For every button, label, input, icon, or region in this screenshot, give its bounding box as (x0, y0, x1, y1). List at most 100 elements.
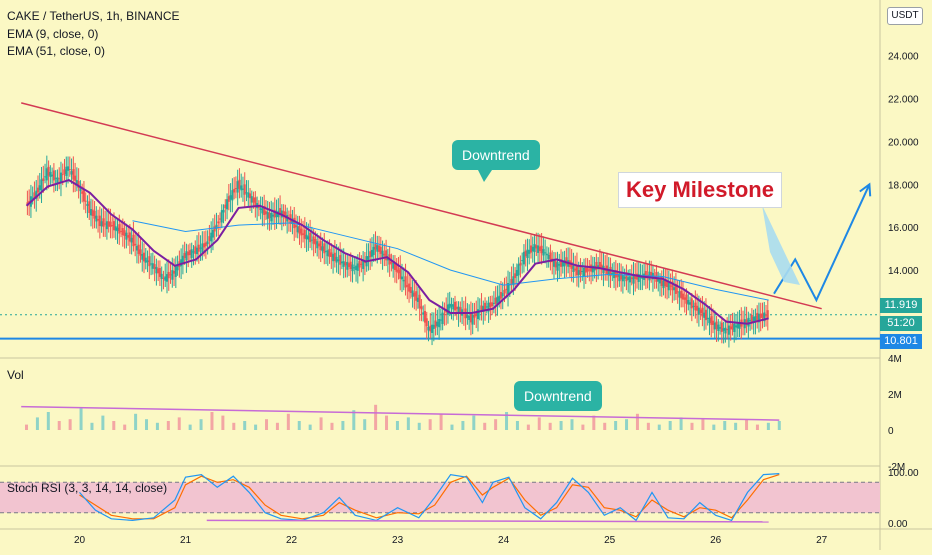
candle-body (273, 209, 276, 218)
candle-body (123, 230, 126, 236)
candle-body (107, 221, 110, 227)
candle-body (673, 287, 676, 291)
volume-bar (57, 421, 61, 430)
candle-body (544, 252, 547, 254)
candle-body (33, 192, 36, 198)
candle-body (393, 262, 396, 270)
volume-bar (254, 424, 258, 430)
candle-body (607, 269, 610, 276)
candle-body (293, 217, 296, 229)
candle-body (432, 324, 435, 329)
candle-body (294, 225, 297, 228)
candle-body (263, 206, 266, 216)
candle-body (765, 315, 768, 317)
candle-body (81, 191, 84, 194)
candle-body (372, 246, 375, 256)
candle-body (634, 275, 637, 279)
candle-body (727, 325, 730, 335)
candle-body (197, 244, 200, 252)
candle-body (399, 268, 402, 279)
candle-body (245, 192, 248, 194)
candle-body (420, 306, 423, 310)
volume-bar (646, 422, 650, 430)
price-tick-label: 14.000 (888, 266, 919, 277)
candle-body (95, 215, 98, 222)
candle-body (659, 279, 661, 284)
volume-bar (25, 424, 29, 430)
volume-bar (374, 404, 378, 430)
candle-body (187, 251, 190, 256)
candle-body (505, 288, 508, 291)
volume-bar (515, 421, 519, 430)
downtrend-callout-pointer (478, 170, 492, 182)
candle-body (413, 292, 416, 297)
candle-body (190, 249, 193, 258)
volume-tick-label: 0 (888, 426, 894, 437)
candle-body (369, 251, 372, 258)
candle-body (67, 166, 70, 171)
candle-body (174, 266, 177, 277)
candle-body (224, 204, 227, 209)
candle-body (738, 322, 741, 329)
stoch-rsi-panel-label[interactable]: Stoch RSI (3, 3, 14, 14, close) (7, 481, 168, 495)
volume-tick-label: 2M (888, 390, 902, 401)
volume-bar (155, 422, 159, 430)
candle-body (540, 245, 543, 254)
candle-body (473, 314, 476, 318)
volume-bar (614, 421, 618, 430)
candle-body (90, 209, 93, 216)
candle-body (310, 239, 313, 241)
ema-slow-legend[interactable]: EMA (51, close, 0) (7, 44, 106, 58)
candle-body (326, 250, 329, 257)
candle-body (528, 249, 531, 254)
candle-body (298, 226, 301, 234)
candle-body (88, 201, 91, 213)
candle-body (521, 260, 524, 262)
candle-body (623, 276, 626, 279)
candle-body (701, 307, 704, 317)
volume-panel-label[interactable]: Vol (7, 368, 24, 382)
volume-bar (723, 421, 727, 430)
candle-body (482, 306, 485, 312)
candle-body (595, 261, 598, 270)
candle-body (489, 302, 492, 308)
candle-body (250, 196, 253, 203)
candle-body (674, 283, 677, 294)
candle-body (712, 320, 715, 326)
candle-body (565, 257, 568, 265)
candle-body (121, 227, 124, 236)
volume-bar (657, 424, 661, 430)
candle-body (699, 309, 702, 314)
candle-body (51, 174, 54, 177)
candle-body (627, 277, 630, 280)
candle-body (35, 190, 38, 199)
ema-fast-legend[interactable]: EMA (9, close, 0) (7, 27, 99, 41)
candle-body (411, 290, 414, 297)
candle-body (222, 209, 225, 213)
volume-trendline (21, 405, 780, 421)
candle-body (385, 250, 388, 261)
candle-body (563, 260, 566, 267)
candle-body (733, 323, 736, 333)
candle-body (54, 177, 57, 179)
candle-body (713, 322, 716, 330)
candle-body (436, 321, 439, 327)
candle-body (340, 261, 343, 264)
candle-body (160, 273, 163, 279)
candle-body (215, 224, 218, 229)
currency-selector[interactable]: USDT (887, 7, 923, 25)
candle-body (176, 266, 179, 271)
candle-body (192, 251, 195, 253)
candle-body (577, 270, 580, 276)
candle-body (164, 276, 167, 281)
candle-body (515, 270, 518, 277)
volume-bar (755, 424, 759, 430)
candle-body (58, 178, 61, 180)
candle-body (443, 313, 446, 315)
volume-bar (46, 412, 50, 430)
volume-bar (286, 413, 290, 430)
candle-body (415, 291, 418, 301)
volume-bar (548, 422, 552, 430)
candle-body (418, 294, 421, 309)
candle-body (112, 221, 115, 231)
